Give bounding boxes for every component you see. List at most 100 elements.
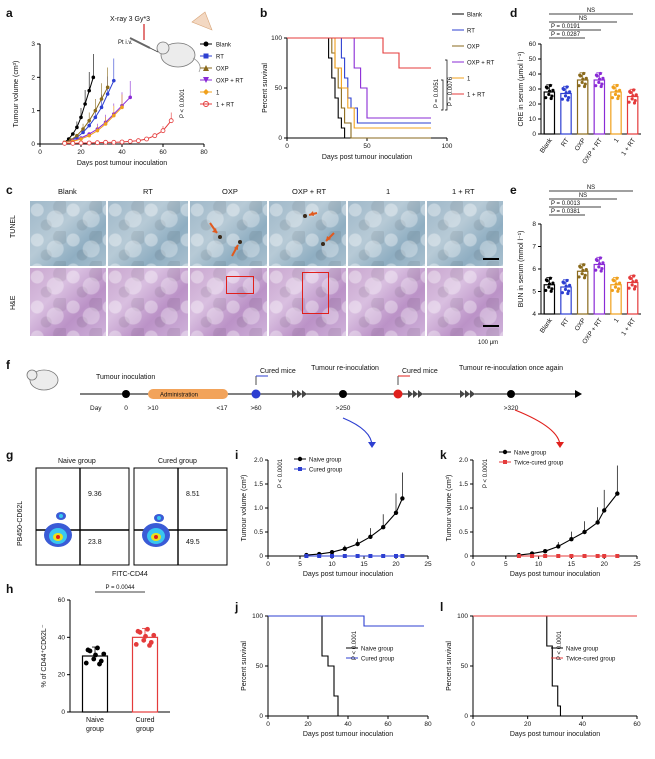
y-axis-label: Percent survival	[446, 641, 453, 691]
y-tick-label: 60	[58, 597, 66, 604]
y-tick-label: 2.0	[254, 457, 263, 464]
col-label-blank: Blank	[58, 187, 77, 196]
chart-d: 0 10 20 30 40 50 60 CRE in serum (μmol l⁻¹) Blan…	[518, 8, 641, 165]
y-axis-label: CRE in serum (μmol l⁻¹)	[518, 51, 525, 126]
p-value: P < 0.0001	[557, 630, 563, 660]
timeline-node-reinoculation-2	[507, 390, 515, 398]
timeline-f: Tumour inoculation Administration Cured …	[26, 365, 582, 448]
flow-value-naive-lower: 23.8	[88, 539, 102, 546]
data-point	[120, 105, 124, 110]
x-tick-label: 60	[633, 721, 641, 728]
data-dot	[584, 76, 588, 80]
legend-marker	[502, 449, 508, 455]
x-tick-label: 80	[200, 149, 208, 156]
administration-bar	[148, 389, 228, 399]
data-dot	[616, 94, 621, 98]
data-dot	[563, 94, 568, 98]
data-point	[128, 95, 132, 100]
data-dot	[597, 262, 602, 266]
legend-a: Blank RT OXP OXP + RT 1 1 + RT	[200, 41, 244, 109]
data-dot	[547, 285, 551, 289]
data-dot	[615, 83, 619, 88]
data-dot	[583, 273, 587, 277]
data-dot	[597, 77, 602, 81]
x-tick-label: 0	[471, 721, 475, 728]
data-point	[582, 529, 587, 535]
scale-label: 100 μm	[478, 340, 499, 346]
y-tick-label: 30	[529, 86, 537, 93]
data-dot	[594, 73, 599, 77]
data-dot	[151, 632, 157, 638]
data-point	[317, 554, 322, 558]
y-tick-label: 1.5	[459, 481, 468, 488]
data-point	[595, 520, 600, 525]
series-step-6	[287, 37, 431, 69]
y-tick-label: 5	[532, 289, 536, 296]
highlight-box	[302, 272, 329, 314]
flow-value-cured-upper: 8.51	[186, 491, 200, 498]
pvalue-b-bottom: P = 0.0051	[434, 78, 440, 108]
data-point	[105, 92, 110, 96]
annotation-pt: Pt i.v.	[118, 40, 133, 46]
data-point	[615, 491, 620, 496]
y-axis-label: Tumour volume (cm³)	[241, 475, 248, 542]
y-tick-label: 3	[31, 41, 35, 48]
significance-e: NS NS P = 0.0013 P = 0.0381	[549, 185, 633, 216]
data-dot	[601, 261, 605, 265]
data-point	[119, 139, 125, 145]
row-label-tunel: TUNEL	[10, 215, 17, 238]
p-value: P < 0.0001	[483, 458, 489, 488]
pvalue-d-4: P = 0.0287	[551, 32, 581, 38]
y-axis-label: % of CD44⁺CD62L⁻	[41, 624, 48, 687]
x-tick-label: 40	[579, 721, 587, 728]
data-dot	[582, 71, 586, 76]
x-tick-label: 10	[328, 561, 336, 568]
day-0: 0	[124, 405, 128, 412]
x-axis-label: Days post tumour inoculation	[77, 160, 167, 167]
pvalue-e-1: NS	[587, 185, 595, 191]
data-dot	[599, 269, 603, 273]
data-dot	[550, 287, 554, 291]
p-value: P < 0.0001	[278, 458, 284, 488]
x-tick-label: 25	[633, 561, 641, 568]
x-tick-label: 20	[304, 721, 312, 728]
panel-letter-h: h	[6, 582, 14, 596]
he-image-blank	[30, 268, 106, 336]
data-point	[99, 105, 104, 110]
data-point	[595, 554, 600, 558]
series-step-4	[287, 37, 431, 119]
data-dot	[628, 276, 632, 280]
data-dot	[631, 280, 635, 284]
data-dot	[544, 278, 549, 282]
data-point	[304, 554, 309, 558]
data-point	[81, 130, 85, 135]
y-tick-label: 8	[532, 221, 536, 228]
y-tick-label: 6	[532, 266, 536, 273]
data-dot	[632, 88, 636, 92]
data-point	[86, 140, 92, 146]
data-point	[79, 115, 83, 120]
data-point	[330, 554, 334, 558]
day-320: >320	[504, 405, 519, 412]
data-dot	[581, 268, 585, 273]
y-tick-label: 0	[259, 713, 263, 720]
legend-b-item: OXP + RT	[467, 61, 495, 67]
data-dot	[582, 263, 586, 267]
data-dot	[615, 276, 619, 280]
data-point	[556, 544, 561, 549]
data-dot	[633, 98, 637, 103]
flow-xlabel: FITC-CD44	[112, 571, 148, 578]
row-label-he: H&E	[10, 295, 17, 310]
legend-a-item: Blank	[216, 43, 232, 49]
data-dot	[101, 651, 107, 657]
data-dot	[83, 660, 89, 666]
data-point	[93, 108, 98, 113]
break-marks	[292, 390, 475, 398]
day-17: <17	[216, 405, 227, 412]
chart-h: 0 20 40 60 % of CD44⁺CD62L⁻ Naive group Cured gr…	[41, 585, 170, 733]
data-dot	[583, 82, 587, 86]
legend-a-item: 1	[216, 91, 220, 97]
legend-marker	[297, 456, 303, 462]
y-tick-label: 40	[529, 71, 537, 78]
data-dot	[145, 626, 150, 632]
